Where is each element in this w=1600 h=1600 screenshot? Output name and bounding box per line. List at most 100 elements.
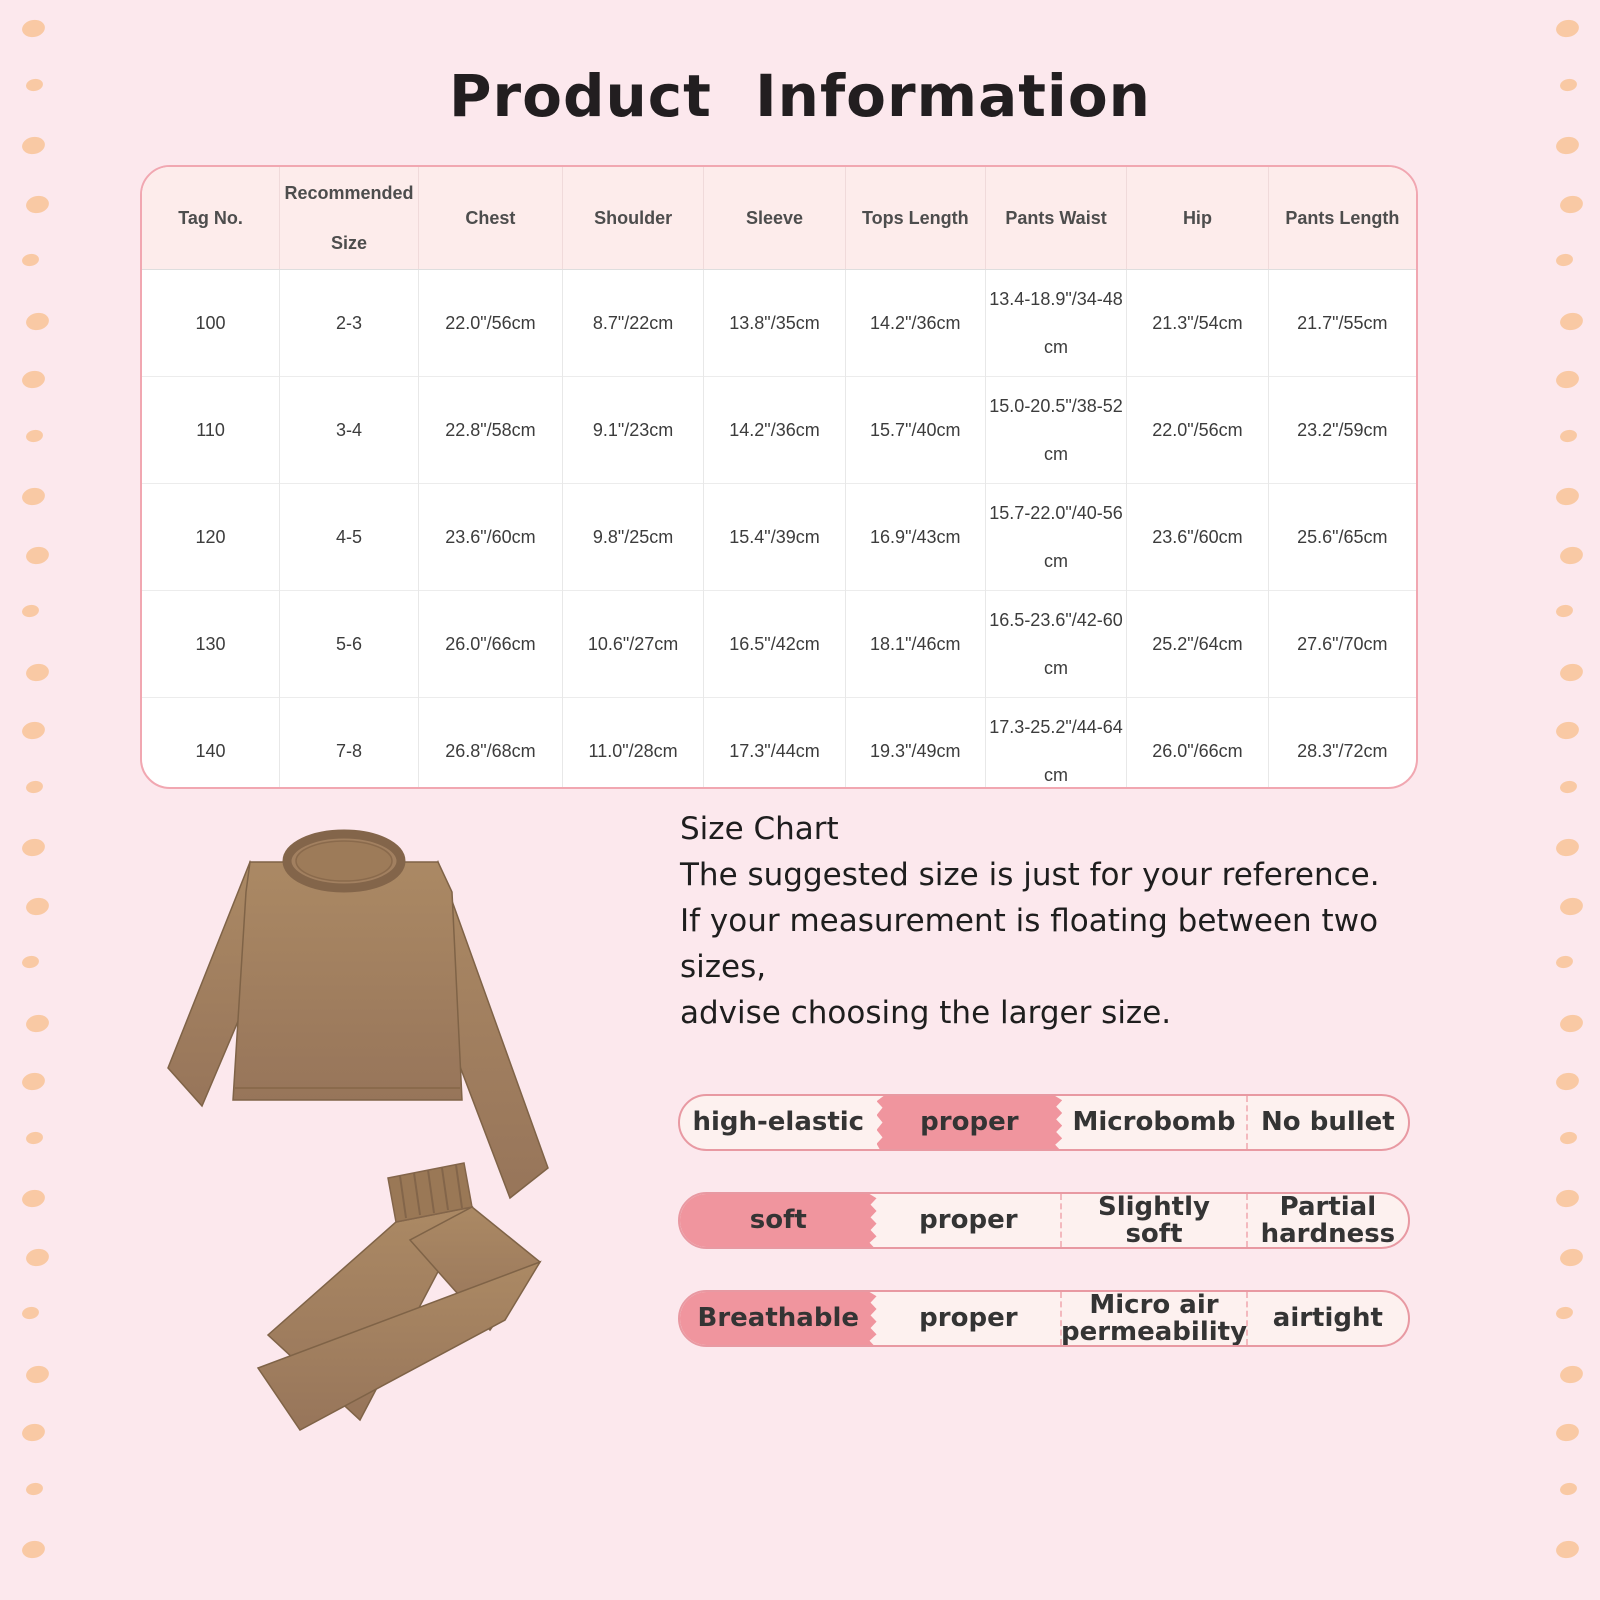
decorative-dot	[1555, 603, 1574, 619]
table-cell: 120	[142, 483, 281, 591]
decorative-dot	[20, 486, 47, 507]
table-row: 100 2-3 22.0"/56cm 8.7"/22cm 13.8"/35cm 14.2"…	[142, 269, 1416, 377]
decorative-dot	[21, 603, 40, 619]
table-cell: 28.3"/72cm	[1268, 697, 1416, 787]
decorative-dot	[1554, 1422, 1581, 1443]
decorative-dot	[1559, 428, 1578, 443]
table-row: 130 5-6 26.0"/66cm 10.6"/27cm 16.5"/42cm 18.1…	[142, 590, 1416, 698]
decorative-dot	[1558, 193, 1585, 215]
attribute-bar-breathability: Breathable proper Micro air permeability ai…	[678, 1290, 1410, 1347]
decorative-dot	[1555, 252, 1574, 268]
decorative-dot	[1554, 135, 1581, 156]
table-row: 110 3-4 22.8"/58cm 9.1"/23cm 14.2"/36cm 15.7"…	[142, 376, 1416, 484]
decorative-dot	[1554, 18, 1581, 39]
decorative-dot	[1558, 1012, 1585, 1034]
page-title: Product Information	[449, 62, 1151, 130]
size-table-header: Tag No. Recommended Size Chest Shoulder Slee…	[142, 167, 1416, 270]
decorative-dot	[24, 1246, 51, 1268]
decorative-dot	[24, 661, 51, 683]
column-header: Shoulder	[562, 167, 705, 270]
decorative-dot	[24, 1012, 51, 1034]
decorative-dot	[21, 252, 40, 268]
table-cell: 130	[142, 590, 281, 698]
table-cell: 11.0"/28cm	[562, 697, 705, 787]
table-cell: 22.8"/58cm	[418, 376, 563, 484]
table-cell: 14.2"/36cm	[845, 269, 986, 377]
table-cell: 17.3"/44cm	[703, 697, 846, 787]
decorative-dot	[20, 1188, 47, 1209]
table-cell: 22.0"/56cm	[1126, 376, 1269, 484]
decorative-dot	[1558, 1246, 1585, 1268]
decorative-dot	[21, 1305, 40, 1321]
table-cell: 100	[142, 269, 281, 377]
table-cell: 16.5"/42cm	[703, 590, 846, 698]
decorative-dot	[1554, 720, 1581, 741]
decorative-dot	[24, 895, 51, 917]
product-photo-pajama-set	[167, 829, 549, 1431]
table-cell: 23.6"/60cm	[1126, 483, 1269, 591]
table-cell: 15.4"/39cm	[703, 483, 846, 591]
table-cell: 7-8	[279, 697, 419, 787]
bar-segment: Slightly soft	[1062, 1194, 1248, 1247]
table-cell: 110	[142, 376, 281, 484]
bar-segment: airtight	[1272, 1303, 1383, 1333]
bar-segment: proper	[877, 1096, 1063, 1149]
table-cell: 2-3	[279, 269, 419, 377]
decorative-dot	[1554, 1539, 1581, 1560]
table-cell: 25.6"/65cm	[1268, 483, 1416, 591]
table-cell: 26.0"/66cm	[1126, 697, 1269, 787]
decorative-dot	[1559, 1481, 1578, 1496]
note-line: advise choosing the larger size.	[680, 995, 1172, 1031]
decorative-dot	[1555, 954, 1574, 970]
decorative-dot	[25, 779, 44, 794]
column-header: Chest	[418, 167, 563, 270]
bar-segment: No bullet	[1261, 1107, 1395, 1137]
decorative-dot	[20, 18, 47, 39]
column-header: Tag No.	[142, 167, 281, 270]
table-cell: 27.6"/70cm	[1268, 590, 1416, 698]
attribute-bar-softness: soft proper Slightly soft Partial hardness	[678, 1192, 1410, 1249]
decorative-dot	[1554, 1071, 1581, 1092]
decorative-dot	[20, 1539, 47, 1560]
table-cell: 19.3"/49cm	[845, 697, 986, 787]
note-line: Size Chart	[680, 811, 839, 847]
bar-segment: Partial hardness	[1260, 1192, 1396, 1249]
table-cell: 15.7"/40cm	[845, 376, 986, 484]
decorative-dot	[21, 954, 40, 970]
pajama-top-image	[167, 829, 549, 1200]
bar-segment: soft	[680, 1194, 877, 1247]
column-header: Tops Length	[845, 167, 986, 270]
decorative-dot	[25, 1130, 44, 1145]
attribute-bar-elasticity: high-elastic proper Microbomb No bullet	[678, 1094, 1410, 1151]
table-cell: 21.7"/55cm	[1297, 313, 1388, 333]
decorative-dot	[1558, 661, 1585, 683]
decorative-dot	[1554, 486, 1581, 507]
table-cell: 8.7"/22cm	[562, 269, 705, 377]
table-cell: 17.3-25.2"/44-64 cm	[985, 697, 1128, 787]
table-cell: 15.0-20.5"/38-52 cm	[985, 376, 1128, 484]
size-chart-note: Size Chart The suggested size is just fo…	[680, 806, 1460, 1036]
table-cell: 16.9"/43cm	[845, 483, 986, 591]
decorative-dot	[1558, 1363, 1585, 1385]
decorative-dot	[20, 1422, 47, 1443]
decorative-dot	[1555, 1305, 1574, 1321]
table-cell: 15.7-22.0"/40-56 cm	[985, 483, 1128, 591]
table-row: 140 7-8 26.8"/68cm 11.0"/28cm 17.3"/44cm 19.3…	[142, 697, 1416, 787]
column-header: Pants Length	[1268, 167, 1416, 270]
decorative-dot	[1558, 895, 1585, 917]
column-header: Sleeve	[703, 167, 846, 270]
decorative-dot	[20, 369, 47, 390]
size-chart-table: Tag No. Recommended Size Chest Shoulder Slee…	[140, 165, 1418, 789]
decorative-dot	[24, 310, 51, 332]
decorative-dot	[20, 135, 47, 156]
bar-segment: proper	[877, 1194, 1063, 1247]
decorative-dot	[25, 1481, 44, 1496]
table-cell: 23.6"/60cm	[418, 483, 563, 591]
decorative-dot	[20, 1071, 47, 1092]
note-line: The suggested size is just for your refe…	[680, 857, 1380, 893]
table-cell: 21.3"/54cm	[1126, 269, 1269, 377]
decorative-dot	[24, 193, 51, 215]
decorative-dot	[1554, 1188, 1581, 1209]
table-cell: 25.2"/64cm	[1126, 590, 1269, 698]
pajama-pants-image	[256, 1162, 542, 1431]
